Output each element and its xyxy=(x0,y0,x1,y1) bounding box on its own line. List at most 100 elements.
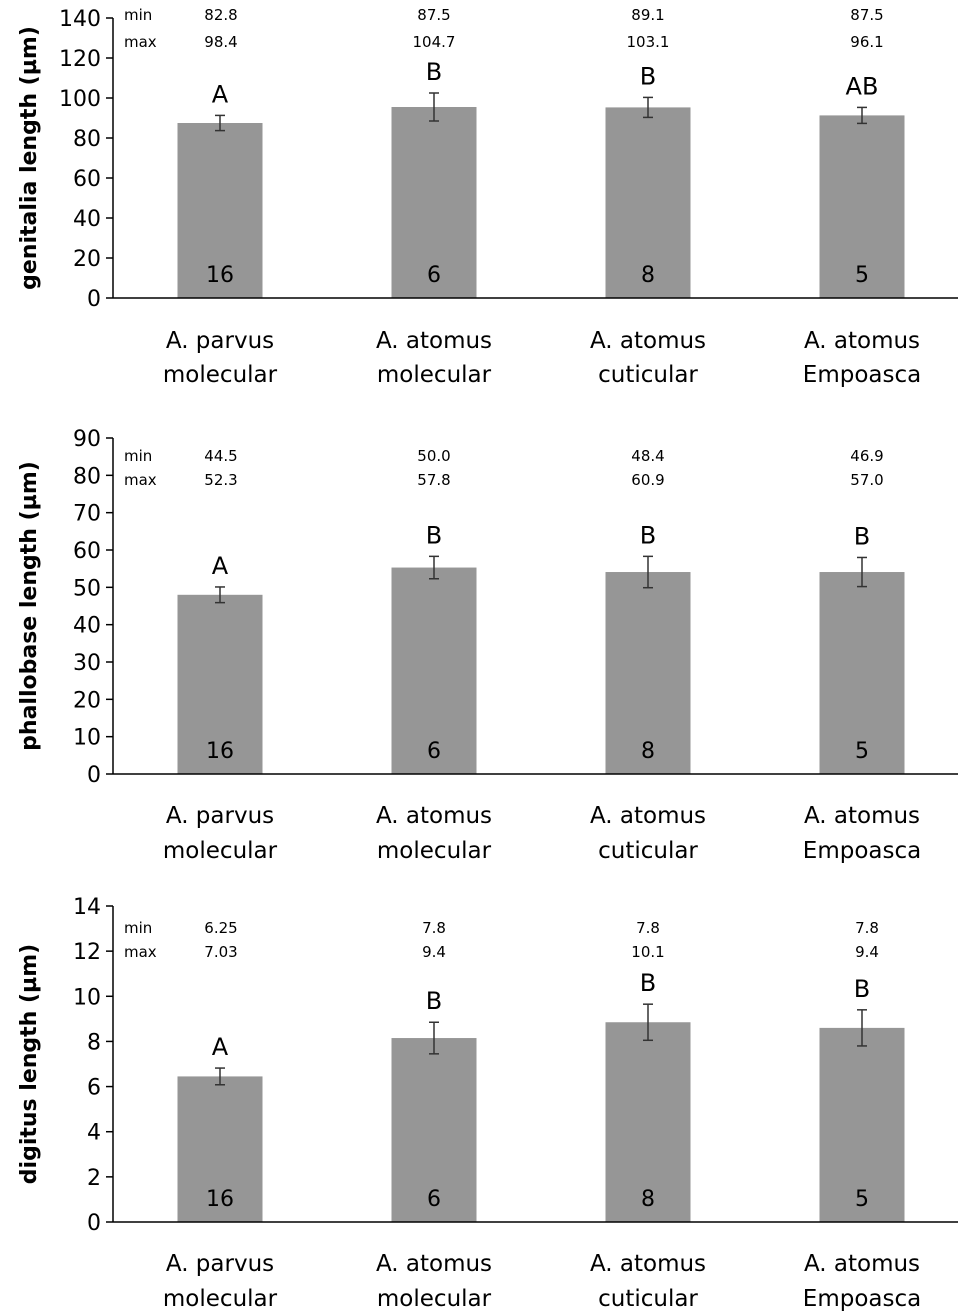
sample-size-label: 8 xyxy=(641,1187,655,1212)
min-value: 87.5 xyxy=(417,6,450,24)
min-value: 87.5 xyxy=(850,6,883,24)
significance-label: A xyxy=(212,1033,229,1061)
y-tick-label: 20 xyxy=(73,688,101,713)
bar xyxy=(605,1022,691,1222)
y-tick-label: 14 xyxy=(73,895,101,920)
min-value: 7.8 xyxy=(636,919,660,937)
category-label: Empoasca xyxy=(803,838,921,864)
y-tick-label: 40 xyxy=(73,207,101,232)
max-row-label: max xyxy=(124,471,157,489)
y-tick-label: 0 xyxy=(87,763,101,788)
min-value: 48.4 xyxy=(631,447,664,465)
y-tick-label: 20 xyxy=(73,247,101,272)
min-row-label: min xyxy=(124,447,152,465)
y-tick-label: 4 xyxy=(87,1121,101,1146)
category-label: molecular xyxy=(377,362,492,388)
sample-size-label: 6 xyxy=(427,263,441,288)
y-tick-label: 100 xyxy=(59,87,101,112)
category-label: A. parvus xyxy=(166,328,274,354)
min-value: 7.8 xyxy=(855,919,879,937)
min-value: 6.25 xyxy=(204,919,237,937)
min-value: 50.0 xyxy=(417,447,450,465)
y-tick-label: 10 xyxy=(73,985,101,1010)
max-value: 104.7 xyxy=(413,33,456,51)
max-value: 52.3 xyxy=(204,471,237,489)
bar xyxy=(819,115,905,299)
significance-label: B xyxy=(426,987,442,1015)
y-tick-label: 50 xyxy=(73,576,101,601)
category-label: cuticular xyxy=(598,838,698,864)
category-label: A. atomus xyxy=(590,328,706,354)
min-value: 44.5 xyxy=(204,447,237,465)
bar xyxy=(391,1038,477,1222)
sample-size-label: 6 xyxy=(427,1187,441,1212)
bar xyxy=(819,572,905,774)
y-axis-label: digitus length (µm) xyxy=(17,944,42,1184)
panel-2: phallobase length (µm) 0 10 20 30 40 50 60 70 80 9… xyxy=(17,427,958,864)
y-tick-label: 0 xyxy=(87,1211,101,1236)
significance-label: A xyxy=(212,80,229,108)
bar xyxy=(391,567,477,774)
sample-size-label: 5 xyxy=(855,739,869,764)
max-row-label: max xyxy=(124,943,157,961)
max-value: 7.03 xyxy=(204,943,237,961)
y-axis-label: genitalia length (µm) xyxy=(17,26,42,290)
significance-label: AB xyxy=(846,72,879,100)
y-tick-label: 120 xyxy=(59,47,101,72)
bar xyxy=(177,123,263,298)
significance-label: B xyxy=(854,522,870,550)
max-value: 98.4 xyxy=(204,33,237,51)
sample-size-label: 5 xyxy=(855,263,869,288)
significance-label: B xyxy=(426,58,442,86)
sample-size-label: 16 xyxy=(206,1187,234,1212)
category-label: A. atomus xyxy=(804,803,920,829)
bar xyxy=(819,1027,905,1222)
sample-size-label: 6 xyxy=(427,739,441,764)
max-value: 57.0 xyxy=(850,471,883,489)
max-value: 10.1 xyxy=(631,943,664,961)
sample-size-label: 16 xyxy=(206,263,234,288)
sample-size-label: 8 xyxy=(641,739,655,764)
min-value: 82.8 xyxy=(204,6,237,24)
sample-size-label: 8 xyxy=(641,263,655,288)
category-label: A. parvus xyxy=(166,1251,274,1277)
category-label: A. atomus xyxy=(804,328,920,354)
category-label: A. atomus xyxy=(376,328,492,354)
y-tick-label: 90 xyxy=(73,427,101,452)
y-tick-label: 10 xyxy=(73,726,101,751)
significance-label: B xyxy=(854,975,870,1003)
bar xyxy=(605,107,691,299)
category-label: cuticular xyxy=(598,362,698,388)
y-tick-label: 0 xyxy=(87,287,101,312)
significance-label: B xyxy=(426,521,442,549)
category-label: Empoasca xyxy=(803,1286,921,1311)
y-tick-label: 140 xyxy=(59,7,101,32)
min-row-label: min xyxy=(124,6,152,24)
y-tick-label: 6 xyxy=(87,1076,101,1101)
y-tick-label: 8 xyxy=(87,1030,101,1055)
significance-label: B xyxy=(640,521,656,549)
y-tick-label: 12 xyxy=(73,940,101,965)
y-tick-label: 30 xyxy=(73,651,101,676)
y-tick-label: 60 xyxy=(73,167,101,192)
significance-label: B xyxy=(640,969,656,997)
category-label: A. atomus xyxy=(376,803,492,829)
bar xyxy=(391,107,477,298)
category-label: molecular xyxy=(377,1286,492,1311)
category-label: molecular xyxy=(377,838,492,864)
significance-label: A xyxy=(212,552,229,580)
y-axis-label: phallobase length (µm) xyxy=(17,461,42,751)
bar xyxy=(605,572,691,774)
category-label: molecular xyxy=(163,362,278,388)
min-value: 7.8 xyxy=(422,919,446,937)
max-value: 103.1 xyxy=(627,33,670,51)
significance-label: B xyxy=(640,62,656,90)
panel-1: genitalia length (µm) 0 20 40 60 80 100 120 140 A… xyxy=(17,6,958,388)
y-tick-label: 60 xyxy=(73,539,101,564)
category-label: molecular xyxy=(163,1286,278,1311)
category-label: molecular xyxy=(163,838,278,864)
category-label: A. atomus xyxy=(590,803,706,829)
y-tick-label: 70 xyxy=(73,502,101,527)
category-label: A. atomus xyxy=(376,1251,492,1277)
